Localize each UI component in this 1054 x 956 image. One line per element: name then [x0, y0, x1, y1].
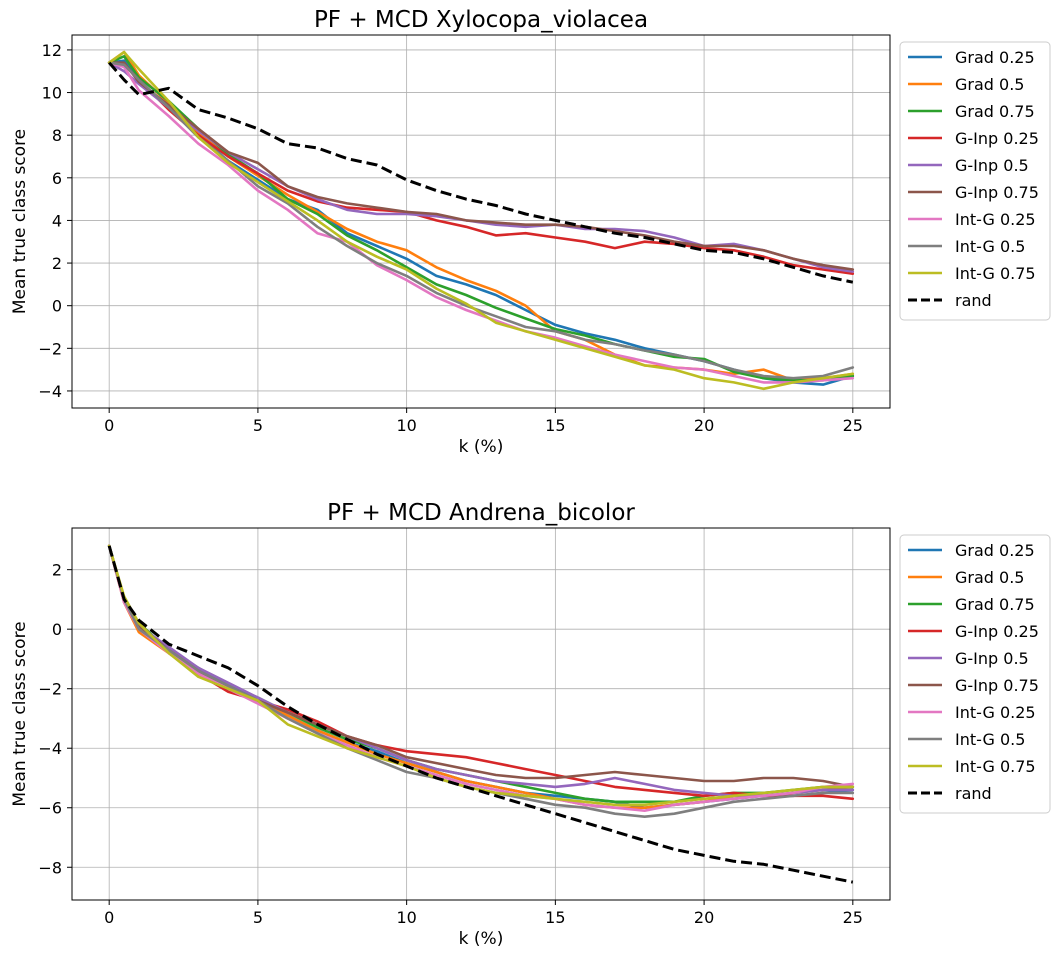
legend-label: G-Inp 0.25	[955, 622, 1039, 641]
series-line-grad-0-5	[107, 544, 855, 810]
grid	[72, 528, 890, 900]
legend-label: Int-G 0.75	[955, 264, 1036, 283]
x-tick-label: 0	[104, 908, 114, 927]
legend-label: Grad 0.25	[955, 541, 1035, 560]
legend-label: Grad 0.5	[955, 75, 1024, 94]
x-tick-label: 25	[843, 908, 863, 927]
legend-label: Grad 0.75	[955, 102, 1035, 121]
legend: Grad 0.25 Grad 0.5 Grad 0.75 G-Inp 0.25 G-In…	[899, 534, 1051, 814]
series-line-g-inp-0-25	[107, 61, 855, 276]
series-line-g-inp-0-75	[107, 544, 855, 789]
axes-frame	[71, 527, 891, 901]
series-line-grad-0-5	[107, 50, 855, 382]
y-tick-label: 10	[42, 84, 62, 103]
ticks: 0 5 10 15 20 25 −4 −2 0 2 4 6 8 10 12	[38, 41, 863, 435]
legend-label: Int-G 0.5	[955, 730, 1025, 749]
x-tick-label: 10	[396, 416, 416, 435]
y-axis-label: Mean true class score	[10, 621, 30, 806]
y-tick-label: −8	[38, 858, 62, 877]
x-tick-label: 25	[843, 416, 863, 435]
y-tick-label: 2	[52, 561, 62, 580]
x-axis-label: k (%)	[459, 437, 504, 457]
series-line-g-inp-0-5	[107, 544, 855, 798]
y-tick-label: 0	[52, 620, 62, 639]
y-tick-label: −4	[38, 739, 62, 758]
legend-label: Grad 0.25	[955, 48, 1035, 67]
series-line-grad-0-75	[107, 544, 855, 804]
series-line-int-g-0-75	[107, 544, 855, 807]
chart-title: PF + MCD Andrena_bicolor	[327, 500, 635, 526]
series-line-rand	[107, 545, 854, 884]
x-tick-label: 20	[694, 416, 714, 435]
series-line-rand	[108, 61, 854, 284]
series-line-int-g-0-25	[107, 61, 855, 384]
y-axis-label: Mean true class score	[10, 129, 30, 314]
legend-label: G-Inp 0.75	[955, 183, 1039, 202]
y-tick-label: 4	[52, 211, 62, 230]
x-tick-label: 15	[545, 908, 565, 927]
series-line-int-g-0-5	[107, 544, 855, 819]
legend-label: rand	[955, 291, 992, 310]
series-line-int-g-0-75	[107, 50, 855, 391]
series-line-grad-0-25	[107, 544, 855, 810]
legend-label: G-Inp 0.25	[955, 129, 1039, 148]
series-line-g-inp-0-5	[107, 61, 855, 273]
y-tick-label: −6	[38, 799, 62, 818]
chart-panel-2: 0 5 10 15 20 25 −8 −6 −4 −2 0 2 PF + MCD Andrena_bic…	[10, 500, 1051, 949]
legend-label: Int-G 0.25	[955, 210, 1036, 229]
legend-label: rand	[955, 784, 992, 803]
ticks: 0 5 10 15 20 25 −8 −6 −4 −2 0 2	[38, 561, 863, 927]
chart-panel-1: 0 5 10 15 20 25 −4 −2 0 2 4 6 8 10 12 PF + MCD Xylocopa…	[10, 7, 1051, 457]
y-tick-label: 0	[52, 297, 62, 316]
legend-label: G-Inp 0.5	[955, 156, 1029, 175]
series-line-grad-0-75	[107, 54, 855, 382]
y-tick-label: 8	[52, 126, 62, 145]
x-tick-label: 10	[396, 908, 416, 927]
legend-label: Int-G 0.25	[955, 703, 1036, 722]
series-lines	[107, 50, 855, 391]
y-tick-label: 12	[42, 41, 62, 60]
legend-label: Int-G 0.5	[955, 237, 1025, 256]
legend-label: Int-G 0.75	[955, 757, 1036, 776]
y-tick-label: −2	[38, 339, 62, 358]
series-line-int-g-0-25	[107, 544, 855, 813]
x-tick-label: 5	[253, 908, 263, 927]
grid	[72, 35, 890, 408]
y-tick-label: 6	[52, 169, 62, 188]
chart-title: PF + MCD Xylocopa_violacea	[314, 7, 648, 33]
x-tick-label: 0	[104, 416, 114, 435]
series-line-g-inp-0-25	[107, 544, 855, 801]
series-line-g-inp-0-75	[107, 61, 855, 271]
y-tick-label: −2	[38, 680, 62, 699]
x-axis-label: k (%)	[459, 929, 504, 949]
y-tick-label: 2	[52, 254, 62, 273]
x-tick-label: 15	[545, 416, 565, 435]
legend: Grad 0.25 Grad 0.5 Grad 0.75 G-Inp 0.25 G-In…	[899, 41, 1051, 321]
legend-label: Grad 0.75	[955, 595, 1035, 614]
y-tick-label: −4	[38, 382, 62, 401]
x-tick-label: 20	[694, 908, 714, 927]
x-tick-label: 5	[253, 416, 263, 435]
legend-label: Grad 0.5	[955, 568, 1024, 587]
axes-frame	[71, 34, 891, 409]
legend-label: G-Inp 0.5	[955, 649, 1029, 668]
legend-label: G-Inp 0.75	[955, 676, 1039, 695]
series-lines	[107, 544, 855, 884]
